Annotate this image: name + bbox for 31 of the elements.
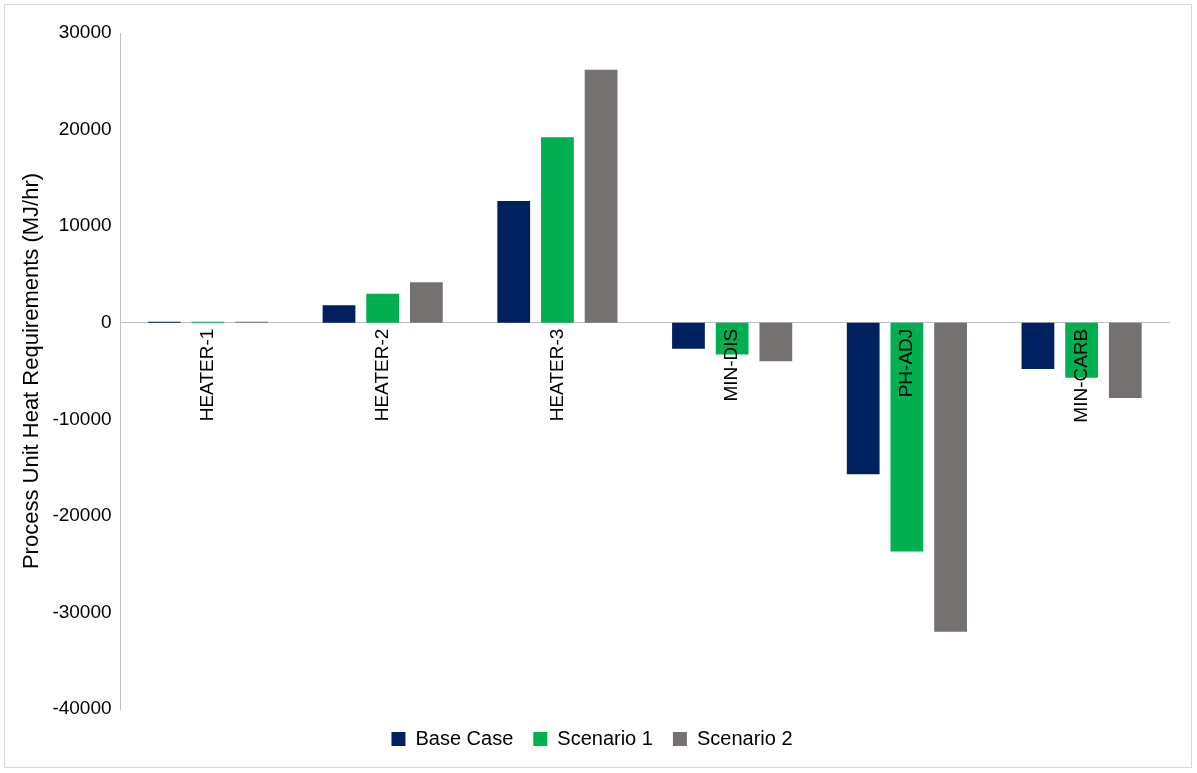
bar <box>672 322 705 349</box>
y-tick-label: -20000 <box>52 504 112 526</box>
bar <box>541 137 574 323</box>
bar <box>759 322 793 362</box>
bar <box>1108 322 1142 399</box>
x-tick-label: MIN-CARB <box>1069 328 1091 423</box>
bar <box>846 322 880 475</box>
x-tick-label: HEATER-2 <box>370 328 392 422</box>
x-tick-label: HEATER-1 <box>196 328 218 422</box>
bar <box>409 282 443 323</box>
x-tick-label: PH-ADJ <box>895 328 917 398</box>
legend-label: Base Case <box>415 726 514 749</box>
legend-label: Scenario 1 <box>557 726 653 749</box>
y-tick-label: -10000 <box>52 407 112 429</box>
y-tick-label: 10000 <box>58 214 112 236</box>
bar <box>1021 322 1055 370</box>
bar <box>934 322 967 632</box>
x-tick-label: HEATER-3 <box>545 328 567 422</box>
y-tick-label: -30000 <box>52 600 112 622</box>
bar <box>497 201 531 323</box>
bar <box>366 293 400 323</box>
bar <box>584 69 618 323</box>
y-tick-label: 0 <box>100 310 112 332</box>
bar <box>890 322 924 552</box>
y-axis-title: Process Unit Heat Requirements (MJ/hr) <box>18 172 44 570</box>
y-tick-label: -40000 <box>52 697 112 719</box>
y-tick-label: 20000 <box>58 117 112 139</box>
x-tick-label: MIN-DIS <box>720 328 742 402</box>
bar <box>322 305 356 323</box>
legend-label: Scenario 2 <box>696 726 793 749</box>
y-tick-label: 30000 <box>58 21 112 43</box>
